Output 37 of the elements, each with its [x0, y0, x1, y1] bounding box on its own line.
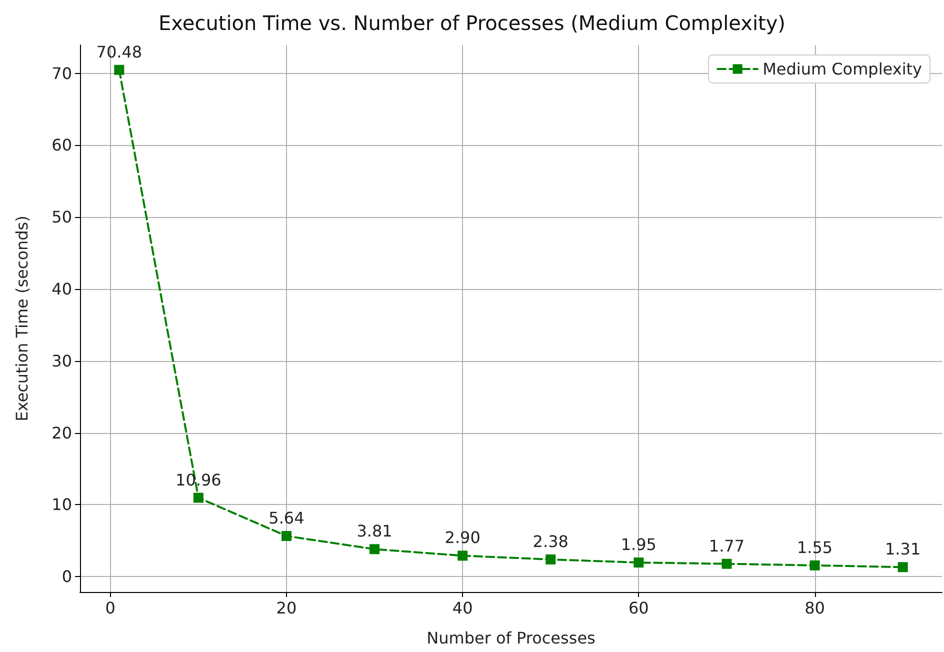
y-tick-label: 20 [52, 423, 72, 442]
point [370, 544, 380, 554]
x-axis-title: Number of Processes [426, 628, 596, 648]
x-tick-label: 0 [105, 598, 116, 618]
y-tick-label: 10 [52, 495, 72, 514]
point [281, 531, 292, 541]
data-label: 2.38 [532, 532, 568, 551]
y-tick-label: 60 [52, 136, 72, 155]
data-label: 3.81 [356, 522, 392, 541]
data-label: 2.90 [444, 528, 480, 548]
x-tick-label: 60 [628, 598, 649, 618]
point [634, 558, 644, 568]
x-tick-label: 40 [452, 598, 473, 618]
x-tick-label: 20 [276, 598, 297, 618]
point [722, 558, 732, 569]
data-label: 10.96 [176, 470, 222, 490]
data-label: 1.77 [708, 536, 745, 556]
x-tick-label: 80 [804, 598, 825, 618]
data-label: 1.55 [796, 538, 833, 557]
legend-label: Medium Complexity [762, 60, 922, 78]
y-tick-label: 30 [52, 351, 72, 370]
point [546, 554, 556, 564]
point [114, 64, 124, 75]
y-tick-label: 50 [52, 208, 72, 227]
data-label: 70.48 [96, 42, 142, 62]
data-label: 5.64 [268, 508, 304, 528]
data-label: 1.95 [620, 535, 656, 554]
chart-title: Execution Time vs. Number of Processes (Medium Complexity) [158, 11, 786, 35]
point [458, 550, 468, 561]
data-label: 1.31 [885, 540, 921, 559]
point [898, 562, 908, 572]
y-axis-title: Execution Time (seconds) [12, 216, 32, 422]
y-tick-label: 0 [62, 567, 72, 586]
point [810, 560, 820, 570]
point [193, 492, 204, 503]
y-tick-label: 40 [52, 279, 72, 298]
y-tick-label: 70 [52, 64, 72, 83]
